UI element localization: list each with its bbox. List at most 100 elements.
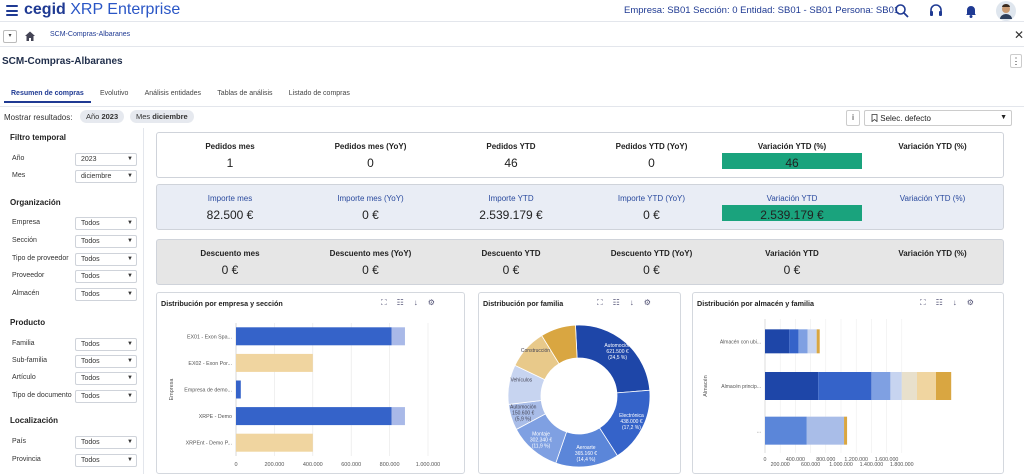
year-chip[interactable]: Año 2023 — [80, 110, 125, 123]
bell-icon[interactable] — [963, 3, 979, 19]
tab-tablas-de-analisis[interactable]: Tablas de análisis — [217, 90, 273, 97]
slice-label: 150.600 € — [512, 411, 534, 417]
filter-select-proveedor[interactable]: Todos ▼ — [75, 270, 137, 283]
kpi-label: Variación YTD (%) — [899, 194, 966, 203]
download-icon[interactable]: ↓ — [413, 298, 418, 307]
settings-icon[interactable]: ⚙ — [966, 298, 974, 307]
filter-select-almacen[interactable]: Todos ▼ — [75, 288, 137, 301]
filter-select-pais[interactable]: Todos ▼ — [75, 436, 137, 449]
kpi-label: Variación YTD — [765, 249, 819, 258]
bar — [236, 380, 241, 399]
search-icon[interactable] — [894, 3, 910, 19]
tab-resumen-de-compras[interactable]: Resumen de compras — [4, 86, 91, 103]
app-logo[interactable]: cegid XRP Enterprise — [24, 1, 181, 18]
filter-select-ano[interactable]: 2023 ▼ — [75, 153, 137, 166]
y-tick-label: EX01 - Exon Spa... — [187, 334, 232, 340]
filter-select-provincia[interactable]: Todos ▼ — [75, 454, 137, 467]
kpi-value: 0 € — [221, 263, 239, 277]
table-icon[interactable]: ☷ — [612, 298, 620, 307]
bar-segment — [789, 329, 799, 354]
kpi-value: 0 € — [502, 263, 520, 277]
filter-select-tipo-de-proveedor[interactable]: Todos ▼ — [75, 253, 137, 266]
slice-label: (17,2 %) — [622, 425, 641, 431]
chart-card-empresa-seccion: Distribución por empresa y sección ⛶ ☷ ↓ ⚙ … — [156, 292, 465, 474]
filter-value: Todos — [81, 291, 100, 298]
filter-value: Todos — [81, 273, 100, 280]
filter-label-tipo-de-documento: Tipo de documento — [12, 392, 72, 399]
tab-listado-de-compras[interactable]: Listado de compras — [288, 90, 350, 97]
x-tick-label: 1.000.000 — [829, 462, 853, 468]
kpi-label: Pedidos mes (YoY) — [334, 142, 407, 151]
bar-segment — [901, 372, 917, 400]
kpi-importe-3: Importe YTD (YoY) 0 € — [582, 185, 722, 231]
filter-label-seccion: Sección — [12, 237, 37, 244]
settings-icon[interactable]: ⚙ — [427, 298, 435, 307]
kpi-importe-4: Variación YTD 2.539.179 € — [722, 185, 862, 231]
bar-segment — [871, 372, 891, 400]
x-tick-label: 800.000 — [816, 457, 835, 463]
kpi-label: Importe mes — [207, 194, 253, 203]
headset-icon[interactable] — [928, 3, 944, 19]
filter-select-seccion[interactable]: Todos ▼ — [75, 235, 137, 248]
kpi-value: 0 — [648, 156, 655, 170]
filter-select-tipo-de-documento[interactable]: Todos ▼ — [75, 390, 137, 403]
slice-label: 438.000 € — [620, 419, 642, 425]
pie-slice[interactable] — [541, 324, 578, 365]
kpi-label: Variación YTD (%) — [898, 249, 967, 258]
x-tick-label: 400.000 — [786, 457, 805, 463]
tab-evolutivo[interactable]: Evolutivo — [99, 90, 129, 97]
filter-value: Todos — [81, 439, 100, 446]
kpi-value: 0 € — [362, 263, 379, 277]
slice-label: Automoción — [604, 343, 631, 349]
context-info[interactable]: Empresa: SB01 Sección: 0 Entidad: SB01 -… — [624, 5, 900, 16]
table-icon[interactable]: ☷ — [935, 298, 943, 307]
tab-analisis-entidades[interactable]: Análisis entidades — [144, 90, 202, 97]
filter-select-mes[interactable]: diciembre ▼ — [75, 170, 137, 183]
bar — [391, 327, 405, 346]
close-icon[interactable]: ✕ — [1014, 28, 1024, 42]
page-menu-icon[interactable]: ⋮ — [1010, 54, 1022, 68]
menu-icon[interactable] — [6, 5, 18, 16]
filter-label-familia: Familia — [12, 340, 35, 347]
chart-toolbar: ⛶ ☷ ↓ ⚙ — [587, 298, 651, 308]
expand-icon[interactable]: ⛶ — [597, 298, 603, 307]
expand-icon[interactable]: ⛶ — [381, 298, 387, 307]
download-icon[interactable]: ↓ — [952, 298, 957, 307]
bar-segment — [818, 372, 872, 400]
x-tick-label: 0 — [764, 457, 767, 463]
chevron-down-icon: ▼ — [127, 256, 133, 262]
settings-icon[interactable]: ⚙ — [643, 298, 651, 307]
kpi-value: 46 — [504, 156, 518, 170]
default-selection-select[interactable]: Selec. defecto ▼ — [864, 110, 1012, 126]
x-tick-label: 1.800.000 — [890, 462, 914, 468]
home-icon[interactable] — [24, 30, 36, 42]
kpi-descuento-0: Descuento mes 0 € — [160, 240, 300, 286]
info-button[interactable]: i — [846, 110, 860, 126]
breadcrumb-dropdown[interactable]: ▾ — [3, 30, 17, 43]
page-title: SCM-Compras-Albaranes — [2, 56, 123, 67]
month-chip[interactable]: Mes diciembre — [130, 110, 194, 123]
expand-icon[interactable]: ⛶ — [920, 298, 926, 307]
bar-segment — [806, 416, 845, 445]
slice-label: 365.160 € — [575, 451, 597, 457]
kpi-descuento-2: Descuento YTD 0 € — [441, 240, 581, 286]
bookmark-icon — [871, 114, 878, 123]
chart-toolbar: ⛶ ☷ ↓ ⚙ — [910, 298, 974, 308]
slice-label: Vehículos — [510, 377, 532, 383]
filter-select-articulo[interactable]: Todos ▼ — [75, 372, 137, 385]
tabs-divider — [0, 106, 1024, 107]
user-avatar[interactable] — [996, 1, 1016, 21]
filter-select-sub-familia[interactable]: Todos ▼ — [75, 355, 137, 368]
chevron-down-icon: ▼ — [127, 439, 133, 445]
table-icon[interactable]: ☷ — [396, 298, 404, 307]
chevron-down-icon: ▼ — [127, 273, 133, 279]
download-icon[interactable]: ↓ — [629, 298, 634, 307]
x-tick-label: 0 — [234, 462, 237, 468]
filter-select-familia[interactable]: Todos ▼ — [75, 338, 137, 351]
breadcrumb[interactable]: SCM-Compras-Albaranes — [50, 31, 131, 38]
chart-toolbar: ⛶ ☷ ↓ ⚙ — [371, 298, 435, 308]
slice-label: 621.500 € — [606, 349, 628, 355]
chart-title: Distribución por almacén y familia — [697, 299, 815, 308]
filter-select-empresa[interactable]: Todos ▼ — [75, 217, 137, 230]
chevron-down-icon: ▼ — [127, 220, 133, 226]
